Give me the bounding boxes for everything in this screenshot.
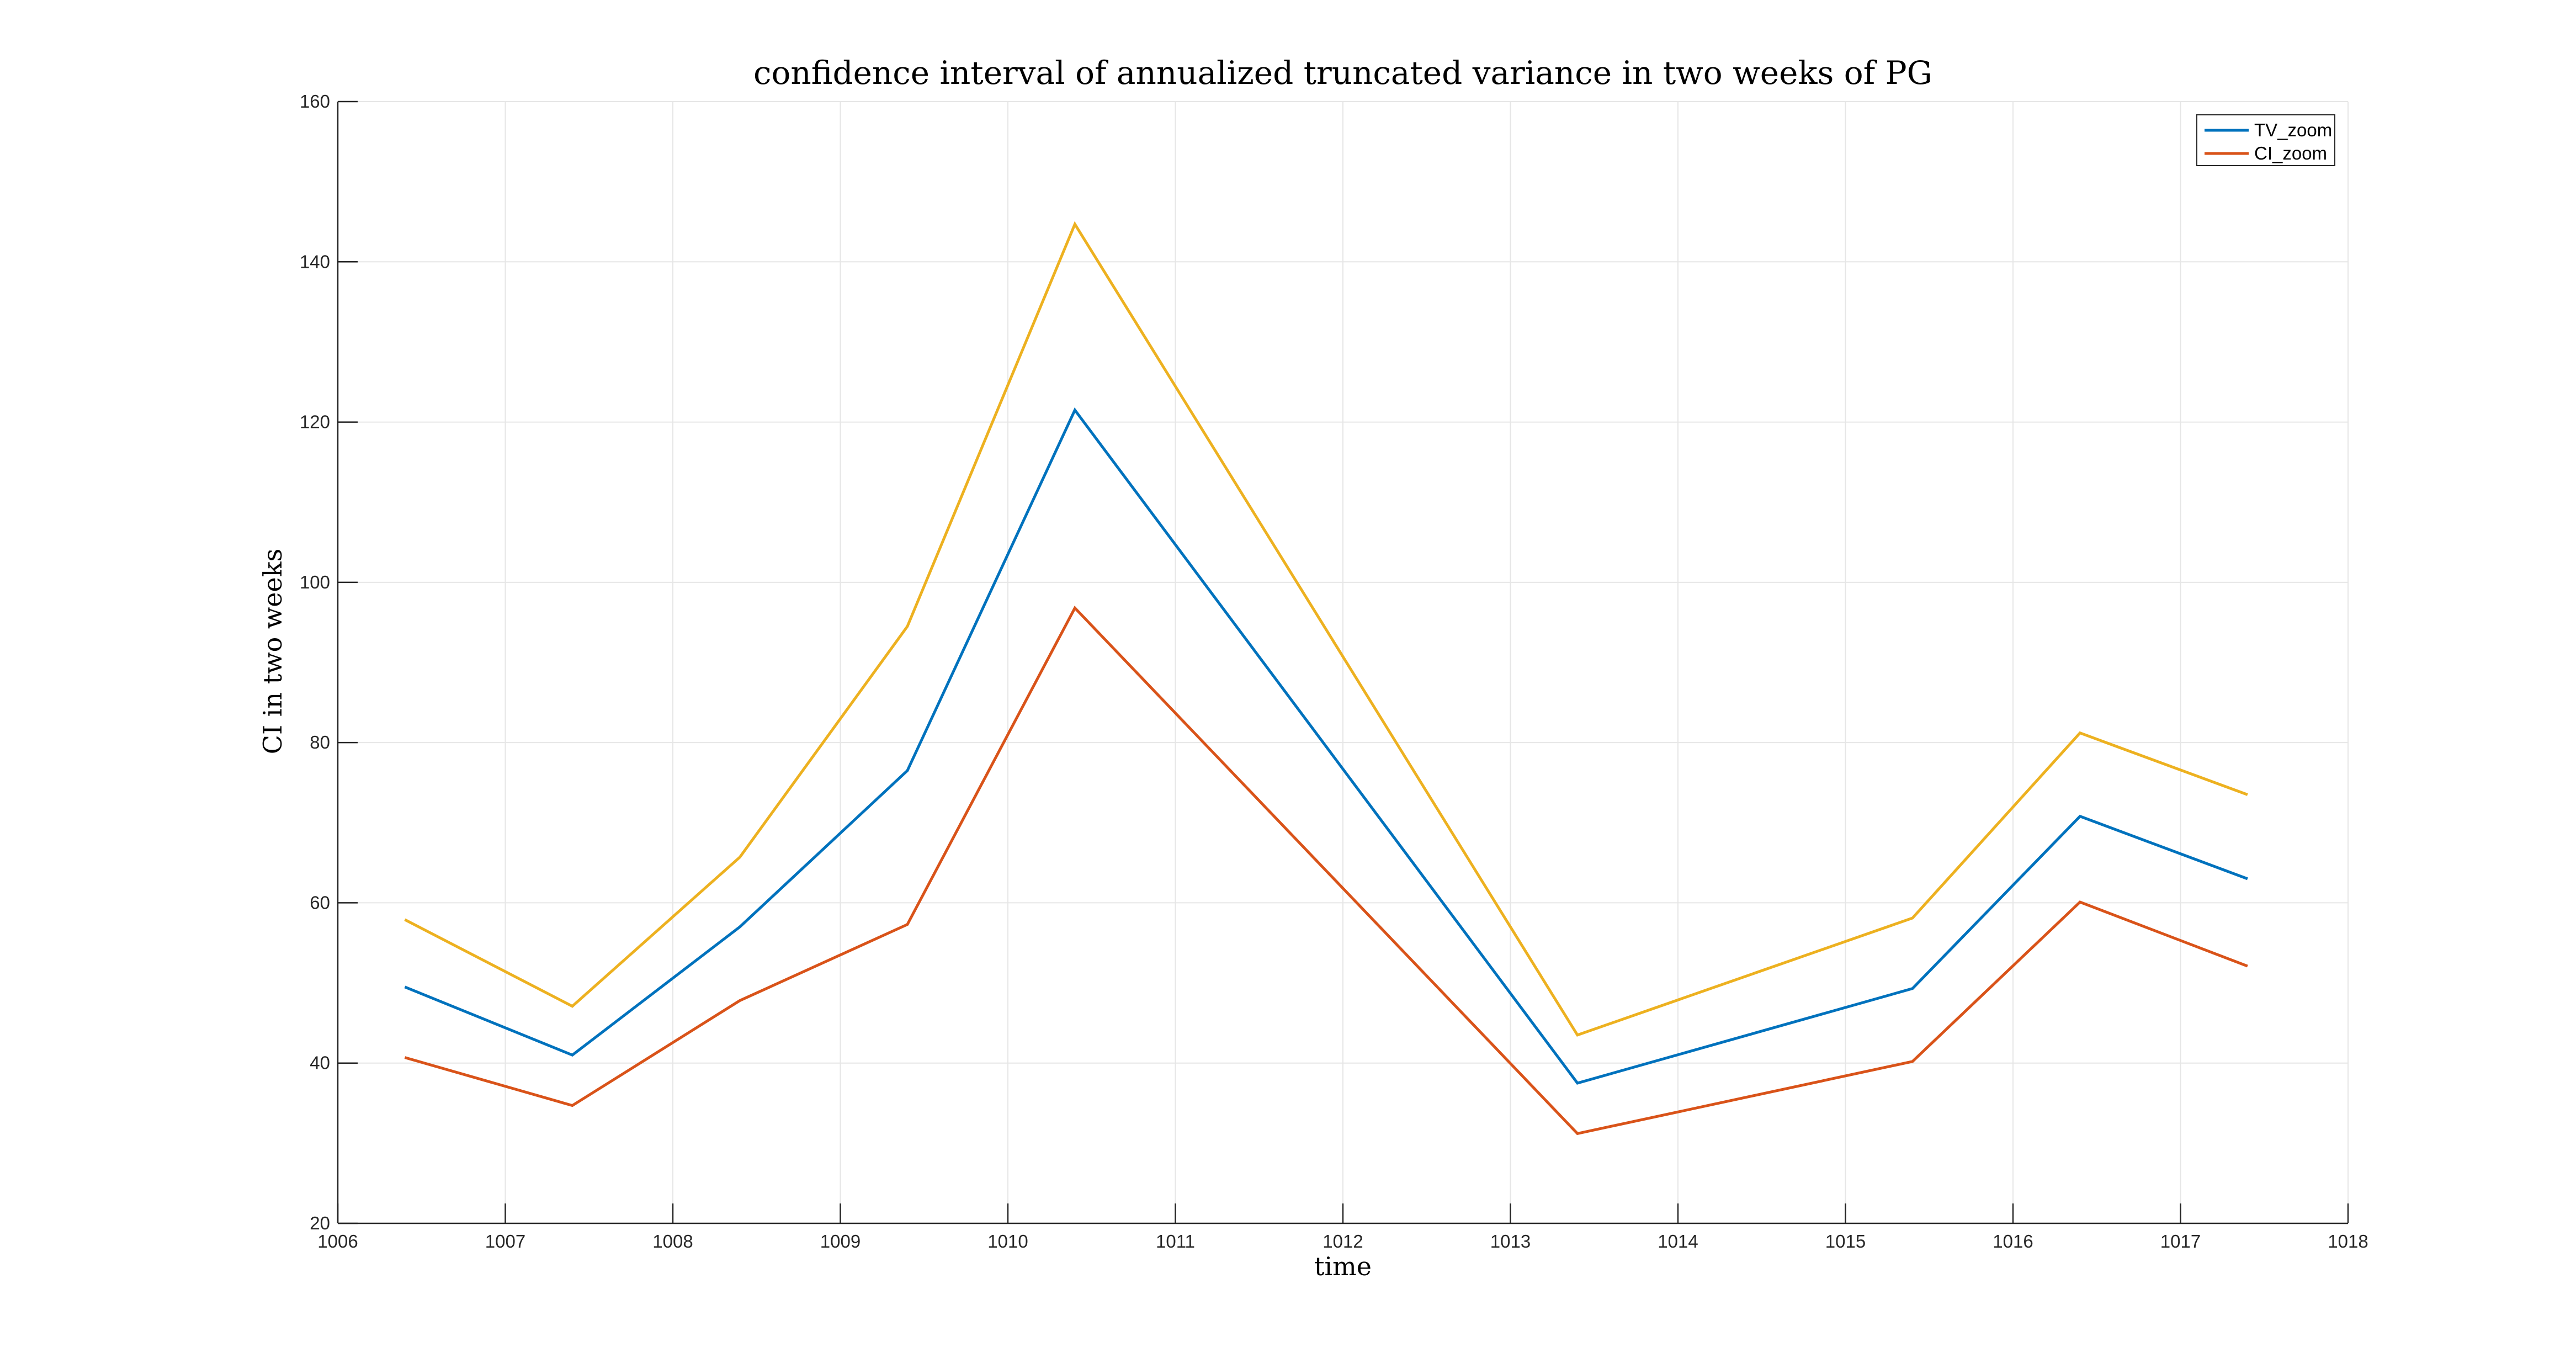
x-axis-label: time bbox=[1314, 1251, 1372, 1281]
x-tick-label: 1011 bbox=[1156, 1231, 1195, 1251]
x-tick-label: 1012 bbox=[1322, 1231, 1363, 1251]
y-tick-label: 160 bbox=[300, 91, 330, 112]
series-lines bbox=[404, 221, 2248, 1136]
x-tick-label: 1018 bbox=[2328, 1231, 2368, 1251]
x-tick-label: 1007 bbox=[485, 1231, 525, 1251]
y-tick-label: 120 bbox=[300, 412, 330, 432]
legend-entry-label: TV_zoom bbox=[2254, 120, 2332, 140]
series-line-ci-zoom bbox=[404, 606, 2248, 1136]
x-tick-label: 1017 bbox=[2160, 1231, 2201, 1251]
y-tick-label: 40 bbox=[310, 1053, 330, 1073]
x-tick-label: 1014 bbox=[1658, 1231, 1698, 1251]
legend: TV_zoom CI_zoom bbox=[2196, 114, 2335, 166]
series-line-tv-zoom bbox=[404, 407, 2248, 1085]
tick-labels: 1006 1007 1008 1009 1010 1011 1012 1013 1014 1015… bbox=[300, 91, 2368, 1251]
chart-title: confidence interval of annualized trunca… bbox=[753, 54, 1932, 92]
grid bbox=[337, 101, 2349, 1224]
axes bbox=[337, 100, 2349, 1224]
y-tick-label: 80 bbox=[310, 732, 330, 752]
legend-entry-label: CI_zoom bbox=[2254, 143, 2327, 163]
y-tick-label: 60 bbox=[310, 892, 330, 913]
y-tick-label: 140 bbox=[300, 251, 330, 272]
x-tick-label: 1015 bbox=[1825, 1231, 1866, 1251]
y-tick-label: 20 bbox=[310, 1213, 330, 1233]
y-axis-label: CI in two weeks bbox=[258, 549, 288, 754]
legend-box bbox=[2196, 114, 2335, 166]
x-tick-label: 1013 bbox=[1490, 1231, 1531, 1251]
x-tick-label: 1006 bbox=[317, 1231, 358, 1251]
x-tick-label: 1009 bbox=[820, 1231, 861, 1251]
x-tick-label: 1010 bbox=[987, 1231, 1028, 1251]
series-line-upper-bound bbox=[404, 221, 2248, 1037]
x-tick-label: 1008 bbox=[652, 1231, 693, 1251]
y-tick-label: 100 bbox=[300, 572, 330, 592]
x-tick-label: 1016 bbox=[1993, 1231, 2033, 1251]
